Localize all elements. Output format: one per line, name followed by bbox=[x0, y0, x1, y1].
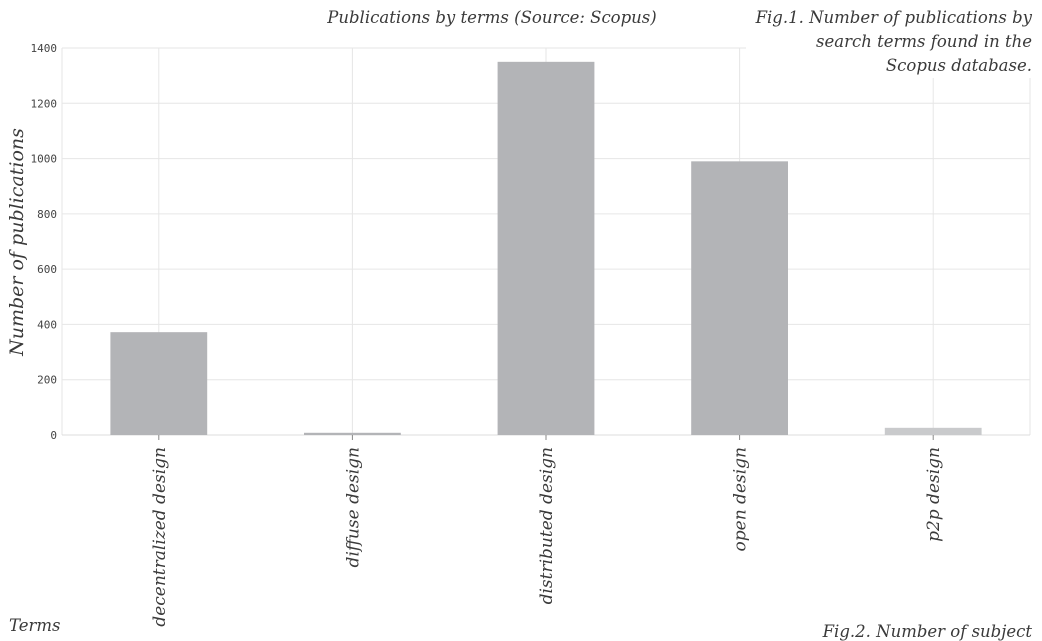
bar-decentralized-design bbox=[110, 332, 208, 435]
y-axis-ticks: 0 200 400 600 800 1000 1200 1400 bbox=[31, 42, 58, 442]
y-tick-label: 400 bbox=[37, 318, 57, 331]
y-tick-label: 600 bbox=[37, 263, 57, 276]
chart-title: Publications by terms (Source: Scopus) bbox=[326, 8, 656, 27]
bar-p2p-design bbox=[884, 427, 982, 435]
y-tick-label: 200 bbox=[37, 374, 57, 387]
y-tick-label: 1200 bbox=[31, 97, 58, 110]
y-tick-label: 1000 bbox=[31, 153, 58, 166]
x-tick-label: decentralized design bbox=[150, 447, 170, 627]
y-tick-label: 800 bbox=[37, 208, 57, 221]
figure-caption: Fig.1. Number of publications by search … bbox=[746, 6, 1032, 78]
y-tick-label: 1400 bbox=[31, 42, 58, 55]
bar-diffuse-design bbox=[304, 432, 401, 435]
x-axis-ticks: decentralized design diffuse design distri… bbox=[150, 435, 944, 627]
x-axis-label: Terms bbox=[9, 616, 61, 635]
bars bbox=[110, 61, 982, 436]
y-tick-label: 0 bbox=[50, 429, 57, 442]
y-axis-label: Number of publications bbox=[6, 128, 28, 357]
bar-open-design bbox=[691, 161, 788, 436]
x-tick-label: open design bbox=[731, 447, 751, 551]
bar-distributed-design bbox=[497, 61, 595, 435]
figure-caption-next: Fig.2. Number of subject bbox=[822, 622, 1032, 641]
x-tick-label: diffuse design bbox=[343, 447, 363, 567]
x-tick-label: p2p design bbox=[924, 447, 944, 542]
x-tick-label: distributed design bbox=[537, 447, 557, 604]
